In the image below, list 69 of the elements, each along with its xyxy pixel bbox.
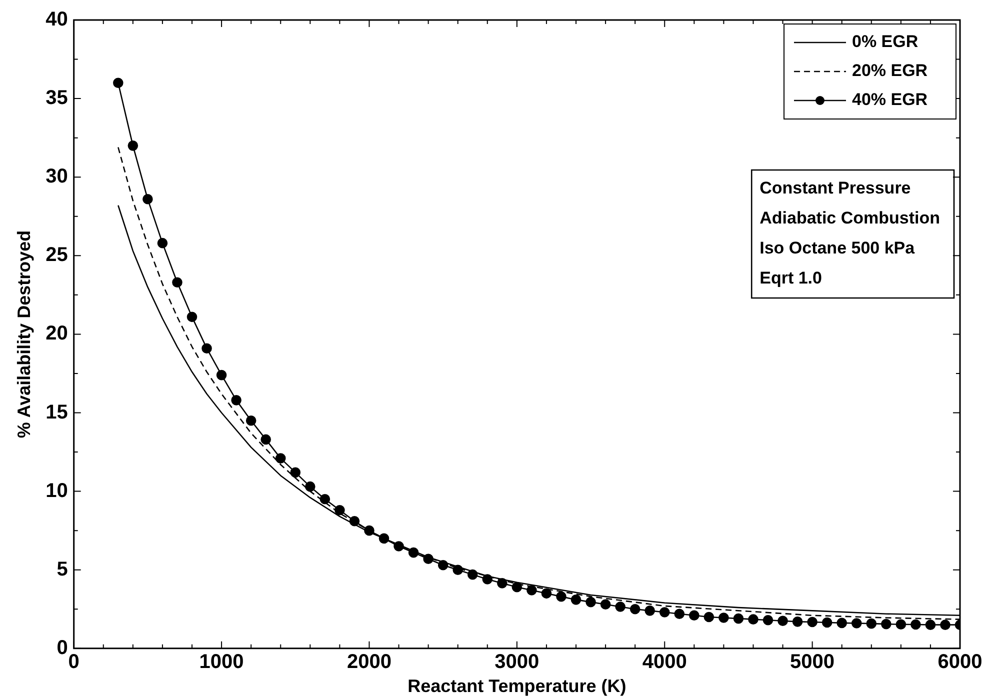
point — [320, 494, 330, 504]
annotation: Iso Octane 500 kPa — [760, 238, 916, 258]
x-tick-label: 3000 — [494, 650, 540, 673]
point — [157, 238, 168, 248]
point — [778, 616, 788, 626]
point — [925, 620, 936, 630]
point — [644, 606, 655, 616]
point — [822, 617, 832, 628]
x-tick-label: 6000 — [938, 650, 982, 673]
point — [128, 140, 138, 151]
x-tick-label: 2000 — [346, 650, 392, 673]
point — [172, 277, 182, 288]
y-tick-label: 35 — [46, 87, 68, 110]
y-axis-title: % Availability Destroyed — [14, 230, 34, 438]
point — [659, 607, 670, 618]
point — [689, 610, 700, 621]
y-tick-label: 10 — [46, 480, 68, 502]
point — [600, 599, 611, 610]
point — [910, 619, 921, 630]
point — [896, 619, 906, 630]
point — [762, 614, 774, 626]
point — [866, 618, 877, 629]
x-tick-label: 1000 — [199, 650, 244, 673]
legend-label: 40% EGR — [852, 90, 928, 110]
legend-label: 0% EGR — [852, 32, 918, 52]
point — [186, 312, 198, 322]
y-tick-label: 25 — [46, 244, 68, 266]
point — [305, 481, 316, 492]
point — [586, 596, 596, 608]
point — [216, 370, 227, 380]
y-tick-label: 5 — [56, 558, 68, 580]
y-tick-label: 0 — [56, 636, 68, 659]
annotation: Eqrt 1.0 — [760, 268, 822, 288]
point — [807, 616, 818, 628]
point — [674, 608, 685, 619]
y-tick-label: 20 — [46, 322, 68, 345]
x-axis-title: Reactant Temperature (K) — [408, 676, 626, 696]
point — [142, 194, 153, 204]
x-tick-label: 4000 — [642, 650, 687, 673]
point — [246, 415, 256, 426]
point — [851, 618, 862, 628]
point — [290, 467, 301, 478]
point — [940, 620, 950, 630]
x-tick-label: 5000 — [790, 650, 835, 673]
point — [792, 616, 803, 627]
point — [733, 613, 744, 624]
point — [275, 453, 286, 464]
point — [718, 612, 729, 623]
point — [570, 594, 582, 605]
point — [541, 588, 552, 599]
point — [748, 614, 758, 624]
point — [260, 434, 271, 445]
y-tick-label: 30 — [46, 166, 68, 188]
point — [526, 585, 537, 596]
point — [881, 618, 892, 630]
legend-label: 20% EGR — [852, 61, 928, 80]
point — [556, 591, 566, 602]
y-tick-label: 15 — [46, 401, 68, 424]
annotation: Adiabatic Combustion — [760, 208, 940, 228]
point — [615, 602, 626, 612]
point — [202, 343, 212, 354]
annotation: Constant Pressure — [760, 178, 911, 198]
point — [231, 395, 242, 406]
point — [630, 604, 640, 614]
point — [334, 505, 345, 516]
y-tick-label: 40 — [46, 8, 68, 31]
point — [704, 612, 714, 622]
point — [113, 78, 124, 88]
point — [836, 618, 847, 628]
